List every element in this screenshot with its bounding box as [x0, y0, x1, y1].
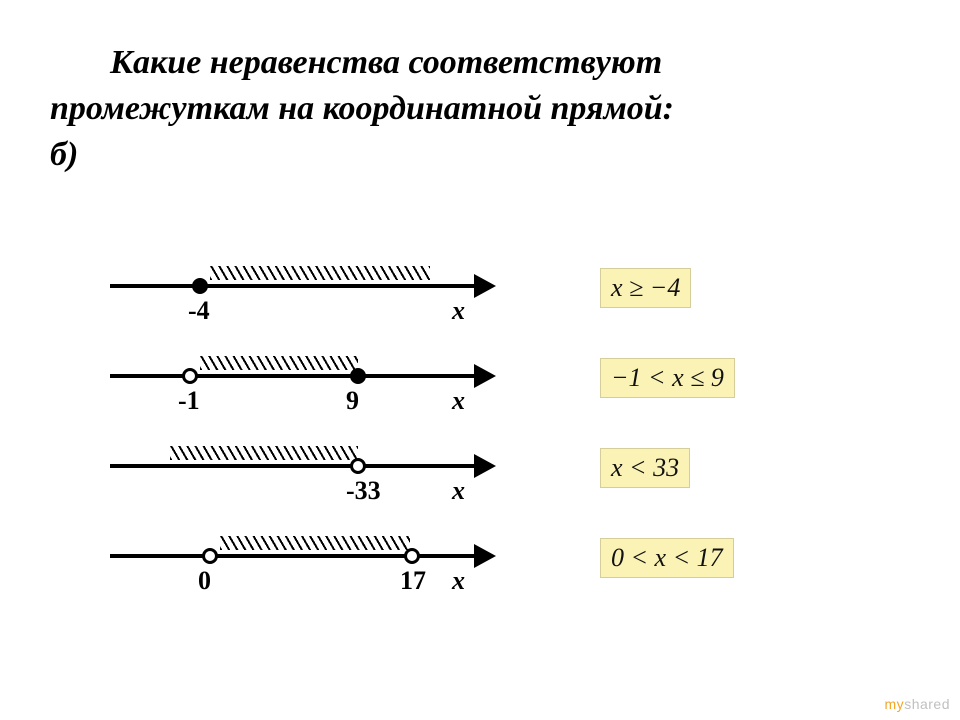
interval-hatch: [220, 536, 410, 550]
tick-label: 9: [346, 386, 359, 416]
interval-hatch: [210, 266, 430, 280]
tick-label: -33: [346, 476, 381, 506]
axis-arrow-icon: [474, 274, 496, 298]
number-lines-area: -4 x -1 9 x -33 x 0 17 x: [110, 260, 510, 620]
axis-line: [110, 464, 480, 468]
question-heading: Какие неравенства соответствуют промежут…: [50, 40, 910, 178]
answer-row: 0 < x < 17: [600, 530, 900, 620]
axis-arrow-icon: [474, 454, 496, 478]
axis-line: [110, 284, 480, 288]
number-line-row: -33 x: [110, 440, 510, 530]
interval-hatch: [170, 446, 358, 460]
number-line-row: -4 x: [110, 260, 510, 350]
watermark-part-1: my: [885, 696, 905, 712]
axis-variable-label: x: [452, 566, 465, 596]
axis-line: [110, 554, 480, 558]
closed-point: [192, 278, 208, 294]
answers-column: x ≥ −4 −1 < x ≤ 9 x < 33 0 < x < 17: [600, 260, 900, 620]
open-point: [404, 548, 420, 564]
tick-label: -4: [188, 296, 210, 326]
open-point: [350, 458, 366, 474]
axis-arrow-icon: [474, 544, 496, 568]
number-line-row: 0 17 x: [110, 530, 510, 620]
axis-variable-label: x: [452, 296, 465, 326]
heading-line-2: промежуткам на координатной прямой:: [50, 86, 910, 132]
open-point: [182, 368, 198, 384]
inequality-answer: x ≥ −4: [600, 268, 691, 308]
tick-label: -1: [178, 386, 200, 416]
closed-point: [350, 368, 366, 384]
watermark-part-2: shared: [904, 696, 950, 712]
heading-line-1: Какие неравенства соответствуют: [50, 40, 910, 86]
answer-row: −1 < x ≤ 9: [600, 350, 900, 440]
inequality-answer: 0 < x < 17: [600, 538, 734, 578]
heading-line-3: б): [50, 132, 910, 178]
answer-row: x ≥ −4: [600, 260, 900, 350]
interval-hatch: [200, 356, 358, 370]
axis-line: [110, 374, 480, 378]
axis-arrow-icon: [474, 364, 496, 388]
inequality-answer: x < 33: [600, 448, 690, 488]
answer-row: x < 33: [600, 440, 900, 530]
open-point: [202, 548, 218, 564]
inequality-answer: −1 < x ≤ 9: [600, 358, 735, 398]
axis-variable-label: x: [452, 386, 465, 416]
tick-label: 0: [198, 566, 211, 596]
axis-variable-label: x: [452, 476, 465, 506]
watermark: myshared: [885, 696, 950, 712]
number-line-row: -1 9 x: [110, 350, 510, 440]
tick-label: 17: [400, 566, 426, 596]
